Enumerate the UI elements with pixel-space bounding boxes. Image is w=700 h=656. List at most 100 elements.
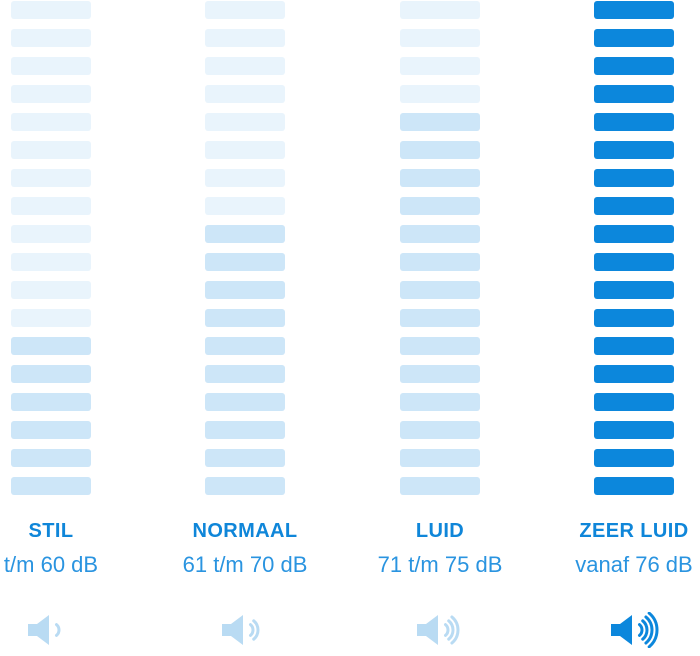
- sound-wave-arc: [647, 612, 659, 648]
- level-bar: [400, 309, 480, 327]
- level-title: LUID: [415, 520, 465, 542]
- level-bar: [205, 113, 285, 131]
- level-bar: [205, 169, 285, 187]
- level-bar: [594, 253, 674, 271]
- sound-level-column-luid: LUID 71 t/m 75 dB: [378, 0, 502, 656]
- level-bar: [11, 197, 91, 215]
- level-bar: [400, 281, 480, 299]
- level-bar: [594, 29, 674, 47]
- level-bar: [205, 309, 285, 327]
- level-bar: [594, 309, 674, 327]
- level-bar: [594, 281, 674, 299]
- sound-wave-arc: [252, 619, 260, 641]
- level-bar: [11, 113, 91, 131]
- level-bar: [594, 337, 674, 355]
- speaker-icon: [609, 612, 659, 648]
- level-bar: [594, 197, 674, 215]
- level-bar: [205, 281, 285, 299]
- level-bar: [11, 1, 91, 19]
- level-bar: [400, 393, 480, 411]
- level-bar: [400, 253, 480, 271]
- sound-wave-arc: [249, 623, 255, 637]
- sound-wave-arc: [644, 615, 654, 645]
- level-bar: [205, 365, 285, 383]
- level-bar: [400, 1, 480, 19]
- level-bar: [594, 113, 674, 131]
- sound-wave-arc: [447, 619, 455, 641]
- speaker-icon-svg: [28, 615, 61, 645]
- level-bar: [11, 281, 91, 299]
- level-bar: [205, 421, 285, 439]
- level-bar: [11, 85, 91, 103]
- sound-wave-arc: [638, 623, 644, 637]
- level-bar: [11, 57, 91, 75]
- sound-wave-arc: [641, 619, 649, 641]
- sound-level-column-normaal: NORMAAL 61 t/m 70 dB: [183, 0, 307, 656]
- level-bar: [594, 169, 674, 187]
- level-bar: [205, 85, 285, 103]
- level-range: t/m 60 dB: [3, 552, 99, 577]
- level-bar: [205, 57, 285, 75]
- level-bar: [400, 337, 480, 355]
- speaker-icon: [26, 612, 76, 648]
- level-bar: [11, 225, 91, 243]
- level-range: vanaf 76 dB: [575, 552, 693, 577]
- speaker-icon-svg: [611, 612, 659, 648]
- level-title: STIL: [28, 520, 74, 542]
- level-bar: [400, 477, 480, 495]
- level-bar: [594, 57, 674, 75]
- level-bar: [205, 449, 285, 467]
- bar-stack: [11, 0, 91, 495]
- level-bar: [11, 365, 91, 383]
- level-bar: [594, 393, 674, 411]
- level-bar: [400, 225, 480, 243]
- level-bar: [11, 421, 91, 439]
- bar-stack: [594, 0, 674, 495]
- level-bar: [400, 141, 480, 159]
- level-bar: [400, 85, 480, 103]
- level-bar: [11, 393, 91, 411]
- level-title: NORMAAL: [192, 520, 298, 542]
- level-bar: [11, 477, 91, 495]
- speaker-icon-svg: [417, 615, 460, 645]
- level-bar: [205, 197, 285, 215]
- level-bar: [400, 421, 480, 439]
- level-bar: [205, 1, 285, 19]
- level-bar: [205, 225, 285, 243]
- sound-wave-arc: [55, 623, 61, 637]
- level-bar: [205, 29, 285, 47]
- speaker-icon: [415, 612, 465, 648]
- level-bar: [400, 57, 480, 75]
- sound-level-column-stil: STIL t/m 60 dB: [4, 0, 98, 656]
- level-bar: [594, 225, 674, 243]
- level-range: 71 t/m 75 dB: [377, 552, 503, 577]
- sound-level-column-zeer-luid: ZEER LUID vanaf 76 dB: [575, 0, 693, 656]
- level-bar: [205, 141, 285, 159]
- level-bar: [205, 477, 285, 495]
- level-bar: [594, 365, 674, 383]
- level-bar: [205, 393, 285, 411]
- level-bar: [11, 449, 91, 467]
- level-bar: [400, 29, 480, 47]
- level-bar: [594, 1, 674, 19]
- speaker-icon-svg: [222, 615, 260, 645]
- level-bar: [11, 337, 91, 355]
- sound-wave-arc: [450, 615, 460, 645]
- level-bar: [594, 421, 674, 439]
- level-bar: [205, 253, 285, 271]
- level-bar: [400, 197, 480, 215]
- level-bar: [11, 29, 91, 47]
- level-bar: [594, 141, 674, 159]
- level-bar: [11, 169, 91, 187]
- level-bar: [11, 253, 91, 271]
- level-bar: [205, 337, 285, 355]
- sound-wave-arc: [444, 623, 450, 637]
- level-bar: [11, 141, 91, 159]
- level-bar: [400, 113, 480, 131]
- level-bar: [594, 477, 674, 495]
- bar-stack: [205, 0, 285, 495]
- speaker-icon: [220, 612, 270, 648]
- level-bar: [400, 449, 480, 467]
- level-title: ZEER LUID: [579, 520, 689, 542]
